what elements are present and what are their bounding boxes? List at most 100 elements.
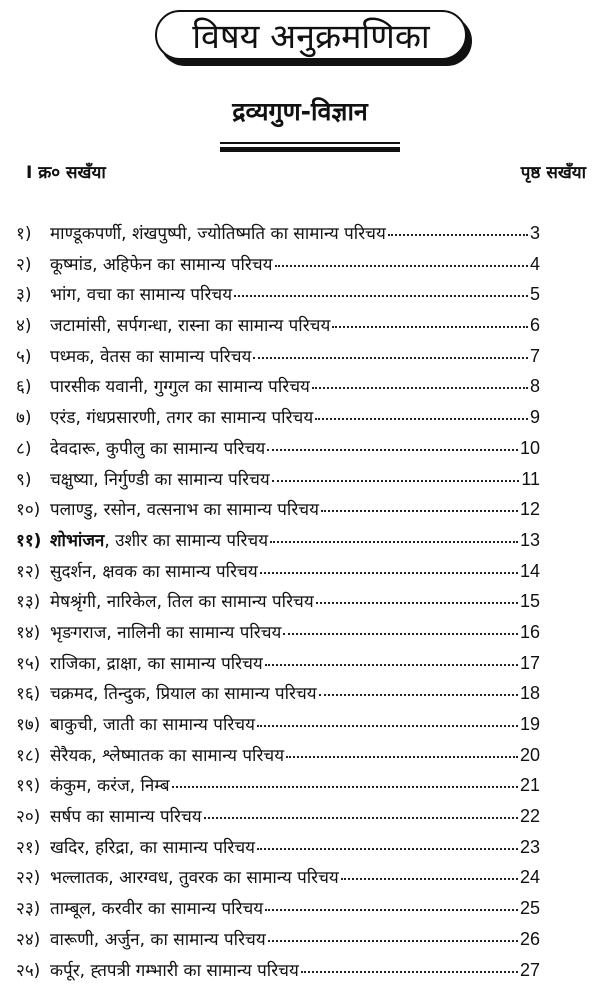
entry-title: चक्षुष्या, निर्गुण्डी का सामान्य परिचय	[50, 467, 270, 490]
entry-number: २)	[16, 254, 32, 275]
entry-number: २३)	[16, 899, 41, 920]
contents-list: १) माण्डूकपर्णी, शंखपुष्पी, ज्योतिष्मति क…	[16, 221, 540, 988]
entry-title-text: सेरैयक, श्लेष्मातक का सामान्य परिचय	[50, 745, 285, 766]
contents-entry: १८) सेरैयक, श्लेष्मातक का सामान्य परिचय 20	[16, 743, 540, 774]
dot-leader	[264, 663, 518, 666]
entry-number: ११)	[16, 530, 42, 551]
entry-number: २१)	[16, 837, 41, 858]
entry-title-text: राजिका, द्राक्षा, का सामान्य परिचय	[50, 653, 263, 674]
entry-title: भृङगराज, नालिनी का सामान्य परिचय	[50, 620, 281, 643]
entry-number: १९)	[16, 776, 41, 797]
entry-page-number: 9	[529, 407, 540, 428]
entry-page-number: 20	[519, 744, 540, 765]
dot-leader	[320, 510, 518, 513]
entry-title-text: देवदारू, कुपीलु का सामान्य परिचय	[50, 438, 266, 459]
entry-title-text: भृङगराज, नालिनी का सामान्य परिचय	[50, 622, 282, 643]
contents-entry: ६) पारसीक यवानी, गुग्गुल का सामान्य परिचय…	[16, 374, 540, 405]
dot-leader	[267, 939, 518, 942]
entry-title: जटामांसी, सर्पगन्धा, रास्ना का सामान्य प…	[50, 313, 330, 336]
entry-title: पलाण्डु, रसोन, वत्सनाभ का सामान्य परिचय	[50, 497, 319, 520]
entry-title: मेषश्रृंगी, नारिकेल, तिल का सामान्य परिच…	[50, 589, 314, 612]
entry-title: शोभांजन, उशीर का सामान्य परिचय	[50, 528, 268, 551]
entry-number: ९)	[16, 469, 32, 490]
contents-entry: १२) सुदर्शन, क्षवक का सामान्य परिचय 14	[16, 559, 540, 590]
dot-leader	[271, 479, 520, 482]
entry-title-text: , उशीर का सामान्य परिचय	[104, 530, 269, 551]
underline-thick	[220, 147, 400, 152]
entry-number: १८)	[16, 745, 41, 766]
entry-page-number: 10	[519, 437, 540, 458]
entry-title: कूष्मांड, अहिफेन का सामान्य परिचय	[50, 252, 273, 275]
dot-leader	[265, 909, 518, 912]
entry-title-text: सुदर्शन, क्षवक का सामान्य परिचय	[50, 561, 258, 582]
entry-page-number: 26	[519, 928, 540, 949]
entry-page-number: 24	[519, 867, 540, 888]
contents-entry: २४) वारूणी, अर्जुन, का सामान्य परिचय 26	[16, 927, 540, 958]
entry-page-number: 6	[529, 315, 540, 336]
contents-entry: २५) कर्पूर, ह्तपत्री गम्भारी का सामान्य प…	[16, 958, 540, 989]
entry-page-number: 17	[519, 652, 540, 673]
entry-page-number: 5	[529, 284, 540, 305]
entry-number: १२)	[16, 561, 41, 582]
entry-page-number: 22	[519, 806, 540, 827]
entry-number: १०)	[16, 500, 41, 521]
entry-number: ५)	[16, 346, 32, 367]
entry-number: १३)	[16, 592, 41, 613]
serial-number-header: I क्र० सखँया	[26, 163, 106, 183]
entry-title-text: वारूणी, अर्जुन, का सामान्य परिचय	[50, 929, 266, 950]
entry-title-text: कूष्मांड, अहिफेन का सामान्य परिचय	[50, 254, 273, 275]
contents-entry: ११) शोभांजन, उशीर का सामान्य परिचय 13	[16, 528, 540, 559]
entry-page-number: 4	[529, 253, 540, 274]
entry-title: वारूणी, अर्जुन, का सामान्य परिचय	[50, 927, 266, 950]
entry-title: भांग, वचा का सामान्य परिचय	[50, 282, 232, 305]
dot-leader	[332, 326, 528, 329]
contents-entry: ९) चक्षुष्या, निर्गुण्डी का सामान्य परिचय…	[16, 467, 540, 498]
entry-page-number: 27	[519, 959, 540, 980]
contents-entry: २) कूष्मांड, अहिफेन का सामान्य परिचय 4	[16, 252, 540, 283]
dot-leader	[259, 571, 518, 574]
page-number-header: पृष्ठ सखँया	[520, 163, 586, 183]
entry-title: सुदर्शन, क्षवक का सामान्य परिचय	[50, 559, 258, 582]
entry-title: कर्पूर, ह्तपत्री गम्भारी का सामान्य परिच…	[50, 958, 299, 981]
entry-title-text: पारसीक यवानी, गुग्गुल का सामान्य परिचय	[50, 377, 310, 398]
dot-leader	[283, 632, 518, 635]
dot-leader	[286, 755, 518, 758]
entry-number: २०)	[16, 807, 41, 828]
dot-leader	[315, 418, 528, 421]
entry-title-bold: शोभांजन	[50, 530, 105, 551]
contents-entry: २३) ताम्बूल, करवीर का सामान्य परिचय 25	[16, 896, 540, 927]
dot-leader	[300, 970, 518, 973]
entry-number: ७)	[16, 408, 32, 429]
contents-entry: १) माण्डूकपर्णी, शंखपुष्पी, ज्योतिष्मति क…	[16, 221, 540, 252]
entry-page-number: 15	[519, 591, 540, 612]
entry-number: १७)	[16, 715, 41, 735]
contents-entry: १४) भृङगराज, नालिनी का सामान्य परिचय 16	[16, 620, 540, 651]
entry-title: सर्षप का सामान्य परिचय	[50, 804, 202, 827]
entry-title-text: बाकुची, जाती का सामान्य परिचय	[50, 715, 255, 735]
contents-entry: १३) मेषश्रृंगी, नारिकेल, तिल का सामान्य प…	[16, 589, 540, 620]
entry-title-text: खदिर, हरिद्रा, का सामान्य परिचय	[50, 837, 255, 858]
entry-page-number: 21	[519, 775, 540, 796]
subtitle: द्रव्यगुण-विज्ञान	[232, 97, 368, 126]
contents-entry: ५) पध्मक, वेतस का सामान्य परिचय 7	[16, 344, 540, 375]
entry-title: कंकुम, करंज, निम्ब	[50, 773, 170, 796]
entry-title-text: ताम्बूल, करवीर का सामान्य परिचय	[50, 899, 264, 920]
entry-title: पारसीक यवानी, गुग्गुल का सामान्य परिचय	[50, 374, 310, 397]
entry-number: १४)	[16, 622, 41, 643]
entry-title-text: कर्पूर, ह्तपत्री गम्भारी का सामान्य परिच…	[50, 960, 299, 981]
entry-title-text: चक्रमद, तिन्दुक, प्रियाल का सामान्य परिच…	[50, 684, 317, 705]
entry-title-text: पलाण्डु, रसोन, वत्सनाभ का सामान्य परिचय	[50, 500, 319, 521]
dot-leader	[253, 356, 528, 359]
entry-page-number: 12	[519, 499, 540, 520]
contents-entry: ७) एरंड, गंधप्रसारणी, तगर का सामान्य परिच…	[16, 405, 540, 436]
entry-title: सेरैयक, श्लेष्मातक का सामान्य परिचय	[50, 743, 284, 766]
entry-title: बाकुची, जाती का सामान्य परिचय	[50, 712, 255, 735]
entry-number: ४)	[16, 316, 32, 337]
dot-leader	[270, 540, 518, 543]
entry-page-number: 23	[519, 836, 540, 857]
contents-entry: २२) भल्लातक, आरग्वध, तुवरक का सामान्य परि…	[16, 865, 540, 896]
dot-leader	[267, 448, 518, 451]
entry-title-text: एरंड, गंधप्रसारणी, तगर का सामान्य परिचय	[50, 408, 314, 429]
entry-title-text: कंकुम, करंज, निम्ब	[50, 776, 170, 797]
underline-thin	[220, 142, 400, 144]
